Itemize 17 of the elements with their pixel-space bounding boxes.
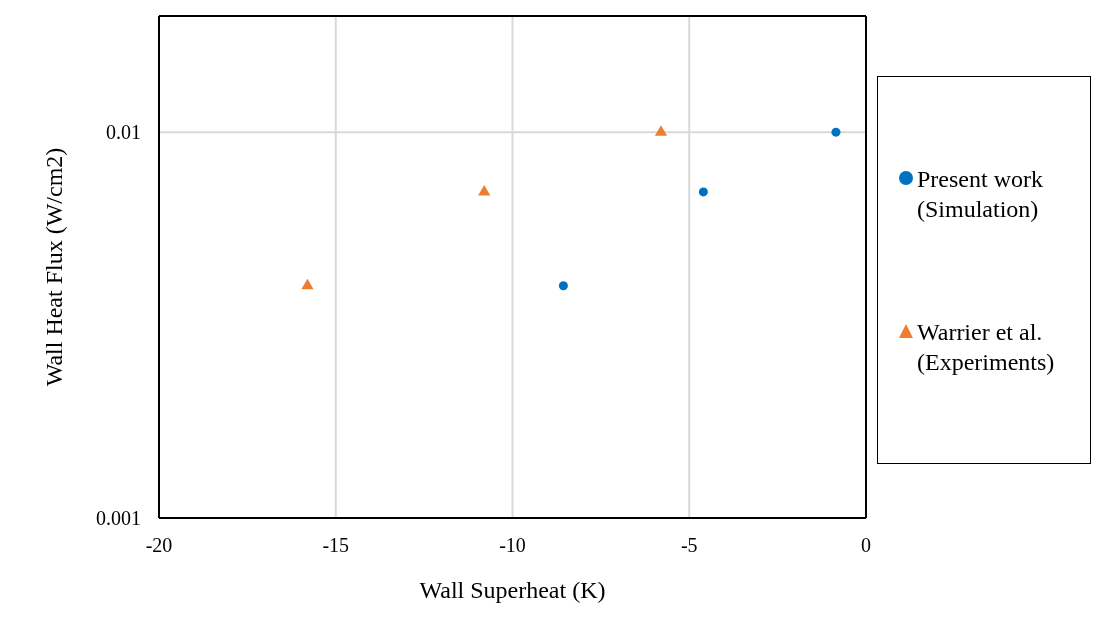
x-tick-label: -10 [499, 534, 526, 557]
x-tick-label: -15 [322, 534, 350, 557]
point [654, 125, 668, 136]
point [698, 187, 708, 197]
legend-label: Warrier et al. (Experiments) [917, 317, 1056, 377]
x-tick-label: -5 [680, 534, 698, 557]
point [831, 127, 841, 137]
point [558, 281, 568, 291]
x-tick-label: -20 [145, 534, 173, 557]
point [478, 184, 491, 196]
x-tick-label: 0 [861, 534, 871, 557]
y-axis-title: Wall Heat Flux (W/cm2) [40, 147, 67, 387]
point [301, 278, 314, 290]
y-tick-label: 0.01 [106, 121, 141, 144]
x-axis-title: Wall Superheat (K) [419, 577, 606, 603]
y-tick-label: 0.001 [96, 507, 141, 530]
legend-label: Present work (Simulation) [917, 164, 1044, 224]
